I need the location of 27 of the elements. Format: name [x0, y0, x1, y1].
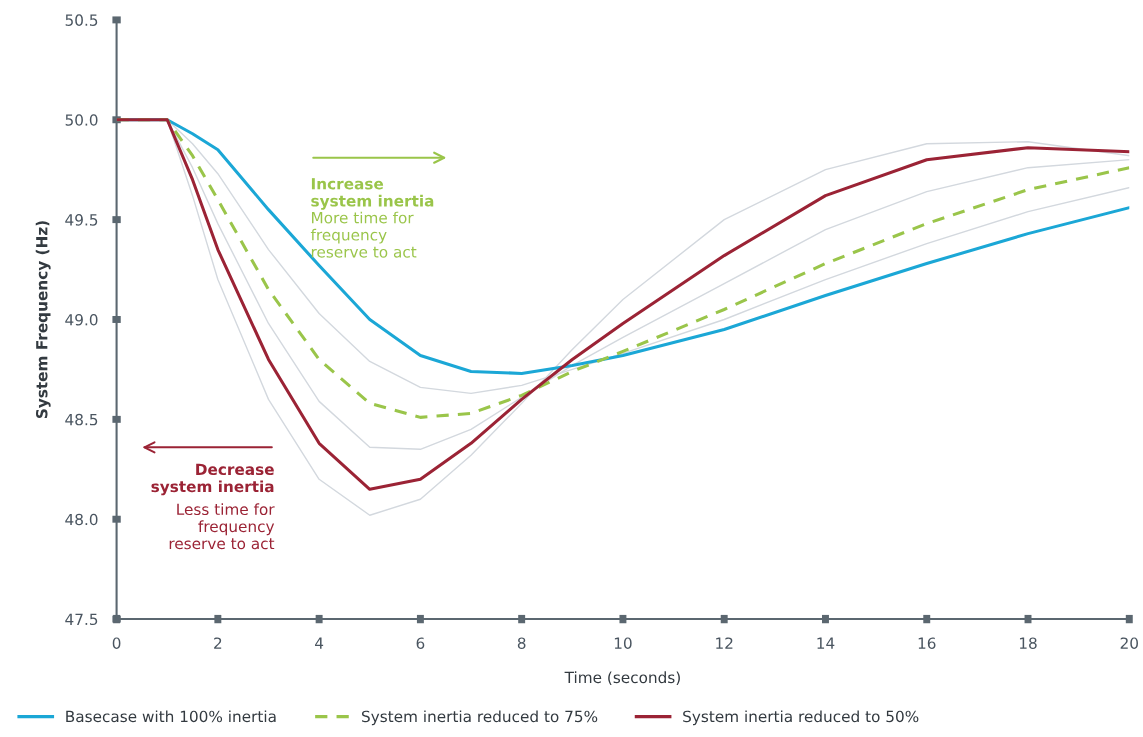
x-tick-label: 14: [817, 637, 835, 649]
annotation: More time for frequency reserve to act: [310, 211, 417, 258]
x-tick-label: 0: [112, 637, 121, 649]
x-tick-label: 18: [1019, 637, 1037, 649]
y-tick-label: 48.5: [65, 413, 98, 426]
x-tick-label: 20: [1120, 637, 1138, 649]
legend-label: Basecase with 100% inertia: [66, 710, 276, 723]
y-tick-label: 49.0: [65, 313, 98, 326]
y-tick-label: 47.5: [65, 613, 98, 626]
x-axis-title: Time (seconds): [564, 671, 680, 685]
y-axis-title: System Frequency (Hz): [35, 221, 51, 419]
x-tick-label: 2: [214, 637, 222, 649]
legend-label: System inertia reduced to 50%: [683, 710, 919, 726]
y-tick-label: 48.0: [65, 513, 98, 526]
y-tick-label: 49.5: [65, 214, 98, 226]
annotation: Increase system inertia: [311, 178, 434, 210]
legend-label: System inertia reduced to 75%: [361, 710, 598, 726]
x-tick-label: 16: [918, 637, 936, 649]
y-tick-label: 50.0: [65, 114, 98, 126]
annotation: Less time for frequency reserve to act: [169, 503, 275, 550]
x-tick-label: 6: [416, 637, 425, 649]
y-tick-label: 50.5: [65, 14, 98, 26]
x-tick-label: 12: [716, 637, 733, 649]
x-tick-label: 10: [614, 637, 632, 649]
annotation: Decrease system inertia: [151, 463, 274, 496]
x-tick-label: 8: [517, 637, 526, 649]
x-tick-label: 4: [315, 637, 324, 649]
